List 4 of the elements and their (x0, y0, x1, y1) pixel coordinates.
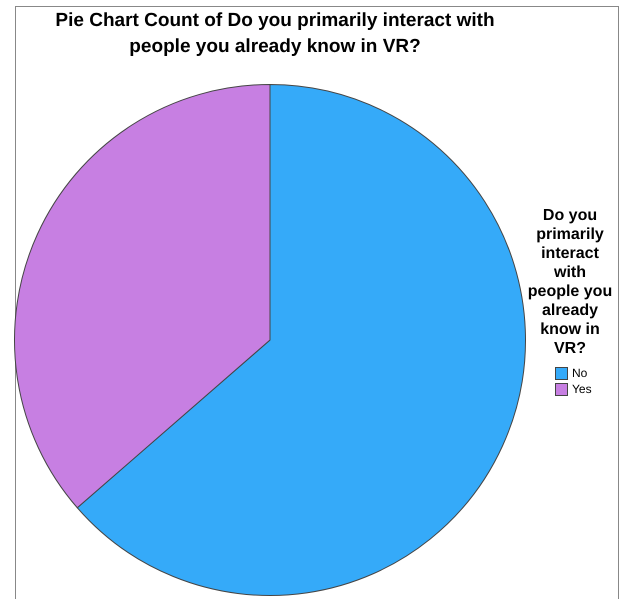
legend-label: Yes (572, 382, 592, 396)
legend-label: No (572, 366, 588, 380)
chart-title: Pie Chart Count of Do you primarily interact with people you already know in VR? (54, 9, 496, 59)
legend-title: Do you primarily interact with people you already know in VR? (527, 206, 613, 358)
